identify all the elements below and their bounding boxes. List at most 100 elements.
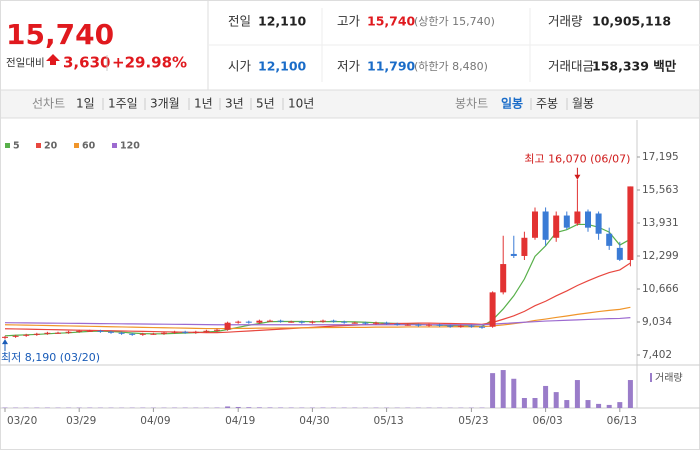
candle-body [12,335,19,337]
change-label: 전일대비 [6,56,45,69]
candle-body [616,247,623,260]
candle-body [447,325,454,327]
y-tick-label: 7,402 [642,349,672,361]
candle-body [330,320,337,322]
legend-label: 5 [13,141,20,152]
candle-body [171,331,178,333]
x-tick-label: 05/23 [458,415,488,427]
volume-bar [267,407,273,408]
volume-legend-swatch [650,373,652,382]
period-tab[interactable]: 5년 [256,97,275,111]
candle-body [426,324,432,326]
y-tick-label: 17,195 [642,151,679,163]
volume-bar [256,407,262,408]
candle-body [606,233,613,246]
candle-body [277,320,284,322]
moving-average [4,317,631,326]
candle-body [383,322,390,324]
volume-bar [500,370,506,408]
candle-body [373,322,379,324]
candle-tab[interactable]: 주봉 [536,97,558,111]
legend-swatch [36,143,41,148]
volume-bar [225,406,231,408]
field-value: 12,110 [258,14,307,29]
legend-swatch [5,143,10,148]
candle-body [256,320,263,323]
y-tick-label: 15,563 [642,184,679,196]
volume-label: 거래량 [655,372,683,384]
y-tick-label: 9,034 [642,316,672,328]
candle-body [288,321,295,323]
candle-body [553,215,560,238]
candle-body [224,322,231,330]
legend-swatch [74,143,79,148]
x-tick-label: 05/13 [373,415,403,427]
candle-body [542,211,549,240]
field-value: 15,740 [367,14,416,29]
candle-body [86,330,93,332]
candle-body [574,211,581,224]
field-label: 거래대금 [548,59,594,74]
volume-bar [553,392,559,408]
field-label: 시가 [228,59,252,74]
candle-body [595,213,602,234]
period-tab[interactable]: 1년 [194,97,213,111]
period-tab[interactable]: 10년 [288,97,314,111]
legend-label: 60 [82,141,96,152]
candle-body [23,334,30,336]
volume-bar [596,403,602,408]
candle-body [65,331,72,333]
candle-body [129,333,136,335]
candle-body [500,264,507,293]
field-label: 고가 [337,14,361,29]
change-pct: +29.98% [112,54,187,72]
candle-body [2,336,8,338]
candle-body [627,186,634,261]
field-label: 거래량 [548,14,583,29]
candle-body [468,325,475,327]
x-tick-label: 06/03 [532,415,562,427]
field-value: 11,790 [367,59,416,74]
candle-body [245,321,252,323]
candle-body [108,331,114,333]
volume-bar [543,385,549,408]
candle-body [479,326,485,328]
period-tab[interactable]: 1일 [76,97,95,111]
candle-tab[interactable]: 월봉 [572,97,594,111]
period-tab[interactable]: 3년 [225,97,244,111]
candle-body [404,324,411,326]
volume-bar [246,407,252,408]
volume-bar [606,404,612,408]
period-tab[interactable]: 3개월 [150,97,180,111]
candle-body [436,324,443,326]
candle-body [309,321,316,323]
candle-body [55,332,61,334]
x-tick-label: 04/30 [299,415,329,427]
moving-average [4,223,631,337]
volume-bar [511,378,517,408]
field-value: 158,339 백만 [592,59,677,74]
candle-body [97,330,104,332]
volume-bar [278,407,284,408]
volume-bar [617,402,623,408]
candle-body [585,211,591,228]
candle-body [44,332,51,334]
candle-tab[interactable]: 일봉 [501,97,523,111]
period-tab[interactable]: 1주일 [108,97,138,111]
candle-body [457,325,464,327]
candle-body [510,253,517,256]
volume-bar [564,400,570,408]
x-tick-label: 06/13 [607,415,637,427]
candle-body [521,237,528,256]
high-arrow-head [574,174,581,180]
candle-body [203,330,210,332]
field-label: 전일 [228,14,251,29]
volume-bar [235,406,241,408]
candle-body [362,322,369,324]
legend-label: 20 [44,141,58,152]
y-tick-label: 12,299 [642,250,679,262]
x-tick-label: 03/20 [7,415,37,427]
candle-body [118,332,125,334]
volume-bar [574,380,580,408]
candle-body [320,320,326,322]
